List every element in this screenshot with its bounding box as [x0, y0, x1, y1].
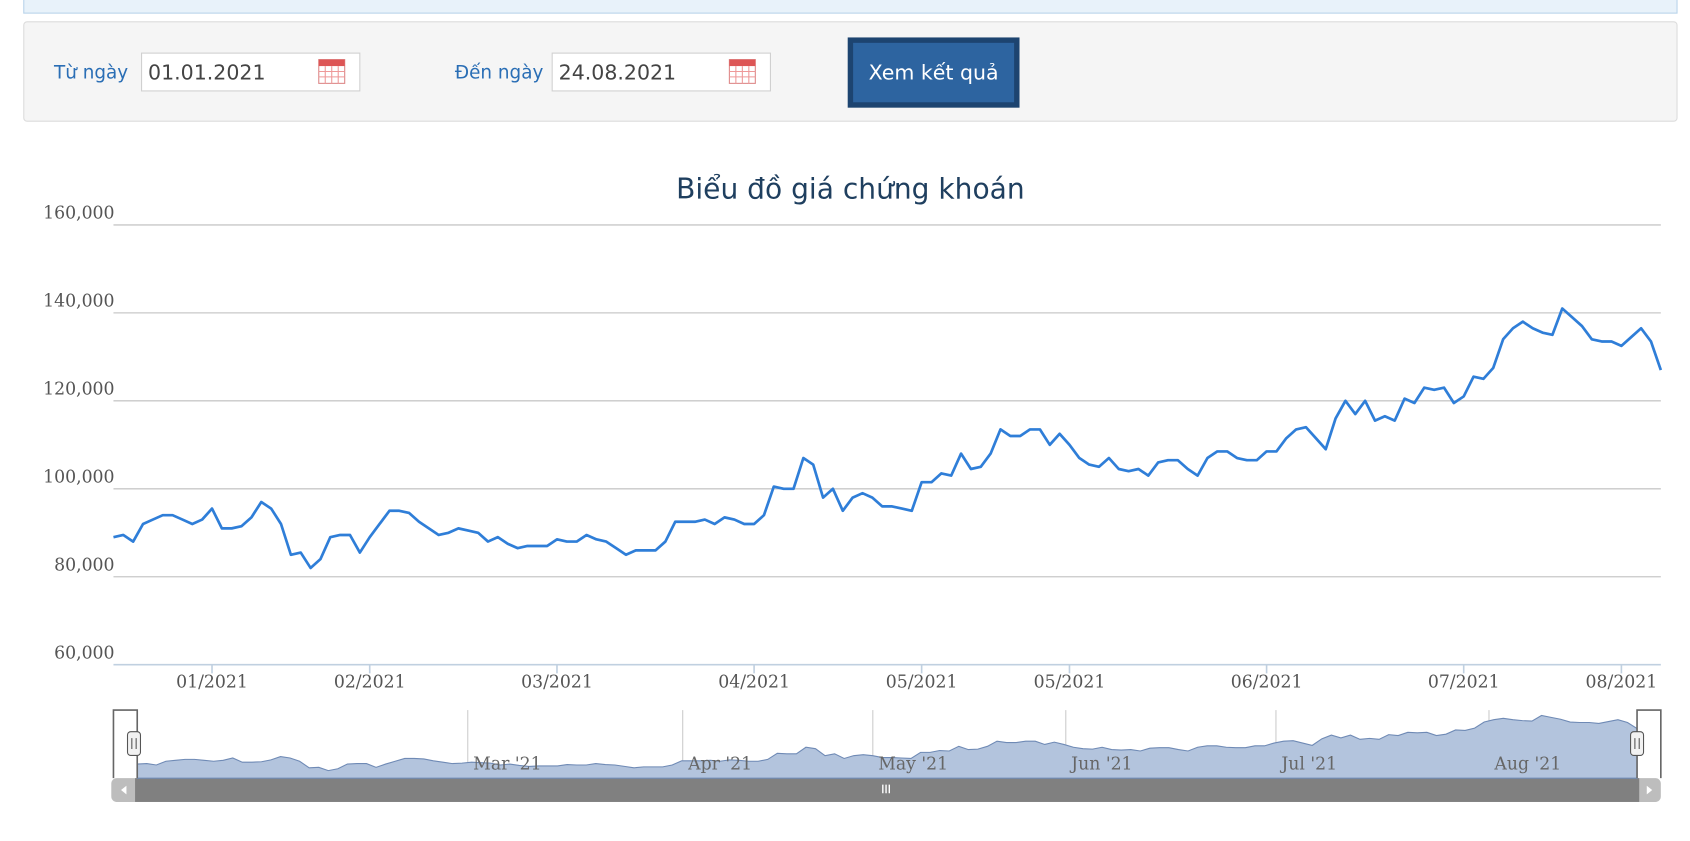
y-tick-label: 60,000	[54, 643, 114, 663]
chart-title: Biểu đồ giá chứng khoán	[676, 172, 1025, 205]
navigator-handle[interactable]	[1630, 731, 1645, 757]
handle-body	[1630, 731, 1645, 757]
handle-body	[126, 731, 142, 757]
x-tick-label: 07/2021	[1428, 673, 1500, 693]
navigator-tick-label: May '21	[878, 755, 948, 775]
y-tick-label: 80,000	[54, 555, 114, 575]
x-tick-label: 03/2021	[521, 673, 593, 693]
y-tick-label: 100,000	[43, 467, 114, 487]
x-tick-label: 08/2021	[1586, 673, 1658, 693]
y-tick-label: 160,000	[43, 204, 114, 224]
x-tick-label: 05/2021	[1034, 673, 1106, 693]
navigator-tick-label: Jul '21	[1279, 755, 1337, 775]
calendar-icon[interactable]	[728, 59, 756, 84]
x-tick-label: 05/2021	[886, 673, 958, 693]
submit-button[interactable]	[847, 37, 1020, 108]
price-line	[113, 307, 1663, 570]
top-strip	[23, 0, 1678, 14]
to-value: 24.08.2021	[559, 61, 676, 85]
x-tick-label: 04/2021	[718, 673, 790, 693]
y-tick-label: 120,000	[43, 380, 114, 400]
handle-grip	[1634, 738, 1640, 749]
navigator-area	[136, 714, 1638, 779]
button-label: Xem kết quả	[869, 61, 999, 85]
x-tick-label: 01/2021	[176, 673, 248, 693]
navigator-tick-label: Aug '21	[1493, 755, 1561, 775]
scrollbar[interactable]	[111, 778, 1661, 802]
y-tick-label: 140,000	[43, 292, 114, 312]
from-label: Từ ngày	[53, 63, 128, 84]
to-label: Đến ngày	[455, 63, 544, 84]
navigator-tick-label: Mar '21	[473, 755, 541, 775]
x-tick-label: 02/2021	[334, 673, 406, 693]
x-tick-label: 06/2021	[1231, 673, 1303, 693]
navigator-tick-label: Apr '21	[687, 755, 752, 775]
from-value: 01.01.2021	[148, 61, 265, 85]
navigator-tick-label: Jun '21	[1069, 755, 1132, 775]
calendar-icon[interactable]	[318, 59, 346, 84]
navigator-handle[interactable]	[126, 731, 142, 757]
handle-grip	[131, 738, 137, 749]
